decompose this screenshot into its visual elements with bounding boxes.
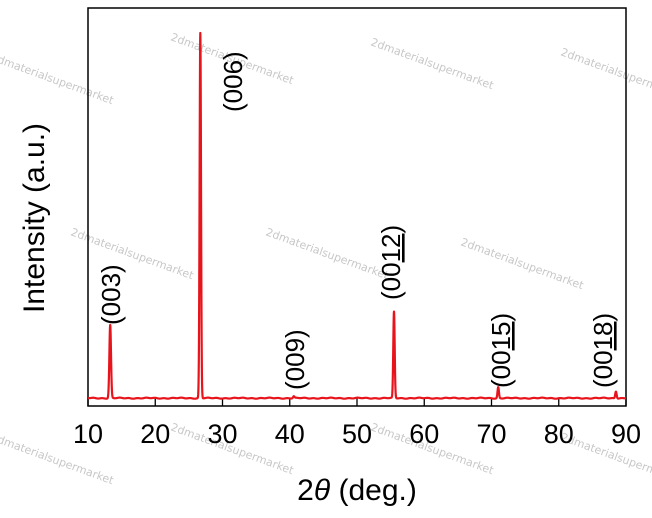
x-tick-label: 80 — [544, 419, 574, 449]
x-tick-label: 40 — [275, 419, 305, 449]
x-tick-label: 70 — [476, 419, 506, 449]
x-tick-label: 30 — [207, 419, 237, 449]
watermark-text: 2dmaterialsupermarket — [559, 46, 652, 103]
watermark-text: 2dmaterialsupermarket — [369, 36, 496, 93]
watermark-text: 2dmaterialsupermarket — [459, 236, 586, 293]
watermark-text: 2dmaterialsupermarket — [0, 51, 116, 108]
watermark-text: 2dmaterialsupermarket — [264, 226, 391, 283]
x-tick-label: 50 — [342, 419, 372, 449]
x-axis-title-suffix: (deg.) — [330, 474, 417, 507]
peak-label: (0018) — [588, 313, 618, 388]
peak-label: (0012) — [376, 225, 406, 300]
x-tick-label: 20 — [140, 419, 170, 449]
peak-label: (0015) — [486, 313, 516, 388]
peak-labels: (003) (006) (009) (0012) (0015) (0018) — [96, 51, 618, 390]
x-tick-label: 90 — [611, 419, 641, 449]
xrd-spectrum-line — [87, 31, 627, 400]
x-tick-label: 60 — [409, 419, 439, 449]
x-axis-title: 2θ (deg.) — [297, 474, 417, 507]
peak-label: (006) — [218, 51, 248, 112]
x-tick-label: 10 — [73, 419, 103, 449]
plot-frame — [87, 7, 627, 407]
x-axis-title-prefix: 2 — [297, 474, 314, 507]
peak-label: (003) — [96, 264, 126, 325]
y-axis-title: Intensity (a.u.) — [18, 123, 51, 313]
peak-label: (009) — [280, 329, 310, 390]
x-axis-ticks: 10 20 30 40 50 60 70 80 90 — [73, 398, 641, 449]
theta-symbol: θ — [314, 474, 331, 507]
